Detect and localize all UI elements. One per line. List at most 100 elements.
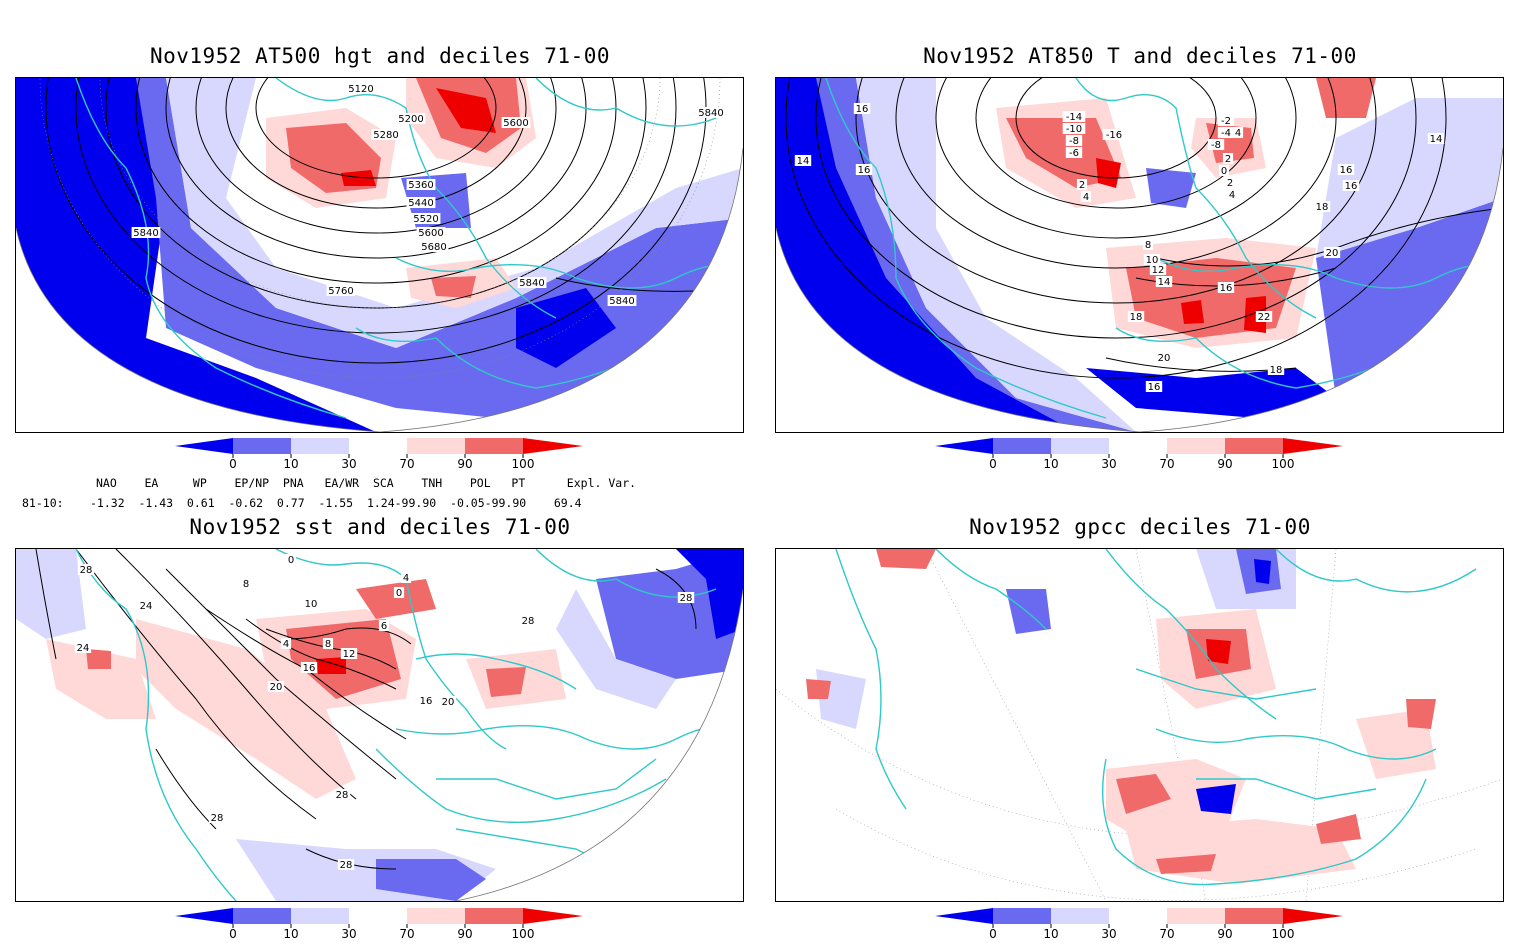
indices-row-label: 81-10: xyxy=(22,496,64,510)
contour-label-bg xyxy=(267,681,285,692)
coastline xyxy=(1105,549,1277,720)
colorbar-segment xyxy=(1109,908,1167,924)
gridline xyxy=(1305,549,1337,901)
contour-line xyxy=(285,627,412,645)
colorbar-tick-label: 90 xyxy=(1217,927,1232,940)
contour-label: 20 xyxy=(1326,248,1339,259)
coastline xyxy=(375,748,667,824)
colorbar-segment xyxy=(233,908,291,924)
contour-ring xyxy=(855,78,1377,304)
colorbar-segment xyxy=(291,438,349,454)
contour-label-bg xyxy=(1267,364,1285,375)
contour-label-bg xyxy=(1217,127,1235,138)
contour-label: 16 xyxy=(858,165,871,176)
contour-label: -8 xyxy=(1069,136,1079,147)
contour-label-bg xyxy=(1149,264,1167,275)
contour-label-bg xyxy=(322,638,334,649)
contour-label: -2 xyxy=(1221,116,1231,127)
contour-label: 2 xyxy=(1225,154,1231,165)
contour-label-bg xyxy=(371,129,401,140)
colorbar-tick-label: 100 xyxy=(512,927,535,940)
contour-label: 10 xyxy=(305,599,318,610)
colorbar-tick-label: 10 xyxy=(1043,457,1058,470)
shade-mid-red-sahara xyxy=(1116,774,1171,814)
contour-label: 0 xyxy=(288,555,294,566)
contour-ring xyxy=(225,78,527,209)
colorbar-segment xyxy=(1167,908,1225,924)
contour-labels: 161416-14-10-8-624-16-2-4-84202416161418… xyxy=(794,103,1445,393)
contour-label: 4 xyxy=(1229,190,1235,201)
panel-1-title: Nov1952 AT500 hgt and deciles 71-00 xyxy=(149,44,610,68)
colorbar-tick-label: 10 xyxy=(283,457,298,470)
contour-label-bg xyxy=(1102,129,1126,140)
shade-mid-red-africa xyxy=(1156,854,1216,874)
contour-label: 4 xyxy=(1235,128,1241,139)
contour-label: 5200 xyxy=(398,114,423,125)
contour-label: 2 xyxy=(1227,178,1233,189)
contour-label-bg xyxy=(417,695,435,706)
coastline xyxy=(1155,257,1503,289)
shade-dark-red-gulf xyxy=(316,657,346,674)
shade-mid-blue-east xyxy=(596,549,743,679)
contour-label: 8 xyxy=(1145,240,1151,251)
coastline xyxy=(275,549,507,750)
contour-label-bg xyxy=(1142,239,1154,250)
shade-dark-blue-med xyxy=(516,288,616,368)
contour-label: 16 xyxy=(1340,165,1353,176)
panel-2-title: Nov1952 AT850 T and deciles 71-00 xyxy=(923,44,1357,68)
colorbar-right-arrow xyxy=(523,908,583,924)
contour-label: 5840 xyxy=(698,108,723,119)
contour-label: 28 xyxy=(80,565,93,576)
contour-ring xyxy=(935,78,1297,239)
contour-label-bg xyxy=(337,859,355,870)
contour-label: 4 xyxy=(403,573,409,584)
coastline xyxy=(1196,778,1377,800)
colorbar-segment xyxy=(291,908,349,924)
contour-label-bg xyxy=(340,648,358,659)
colorbar-2: 0 10 30 70 90 100 xyxy=(935,438,1355,474)
colorbar-svg: 0 10 30 70 90 100 xyxy=(935,908,1343,941)
contour-label-bg xyxy=(1323,247,1341,258)
contour-label: 16 xyxy=(1220,283,1233,294)
shade-mid-red-east xyxy=(431,276,476,298)
colorbar-tick-label: 30 xyxy=(341,457,356,470)
shade-dark-red-europe xyxy=(1206,639,1231,664)
shade-mid-red-nw xyxy=(876,549,936,569)
contour-label: 24 xyxy=(140,601,153,612)
contour-label-bg xyxy=(280,638,292,649)
contour-ring xyxy=(1015,78,1217,179)
contour-line xyxy=(265,628,397,670)
shade-dark-red-scand xyxy=(436,88,496,133)
shade-dark-red-south-2 xyxy=(1244,296,1266,333)
colorbar-4: 0 10 30 70 90 100 xyxy=(935,908,1355,944)
contour-line xyxy=(165,568,397,780)
contour-label-bg xyxy=(1145,381,1163,392)
panel-3-map: 28 24 0 8 10 4 0 4 6 8 12 16 20 16 20 28 24 28 28 28 28 xyxy=(15,548,744,902)
gridline xyxy=(835,808,1477,901)
shade-dark-red-north xyxy=(1096,158,1121,188)
contour-label: 5680 xyxy=(421,242,446,253)
shade-mid-red-ne xyxy=(1406,699,1436,729)
contour-label: 24 xyxy=(77,643,90,654)
hemisphere-edge xyxy=(776,147,1503,432)
contour-label: 10 xyxy=(1146,255,1159,266)
colorbar-right-arrow xyxy=(1283,438,1343,454)
contour-label-bg xyxy=(1062,111,1086,122)
contour-label: 5440 xyxy=(408,198,433,209)
contour-label-bg xyxy=(607,295,637,306)
contour-label: 28 xyxy=(340,860,353,871)
contour-label-bg xyxy=(1218,165,1230,176)
contour-label-bg xyxy=(300,662,318,673)
colorbar-tick-label: 0 xyxy=(989,927,997,940)
contour-label: -4 xyxy=(1221,128,1231,139)
contour-label: 20 xyxy=(442,697,455,708)
contour-label-bg xyxy=(1076,179,1088,190)
contour-label-bg xyxy=(302,598,320,609)
contour-label-bg xyxy=(406,179,436,190)
colorbar-left-arrow xyxy=(175,908,233,924)
contour-label-bg xyxy=(696,107,726,118)
coastline xyxy=(1075,78,1317,319)
contour-label-bg xyxy=(794,155,812,166)
coastline xyxy=(1135,668,1317,700)
